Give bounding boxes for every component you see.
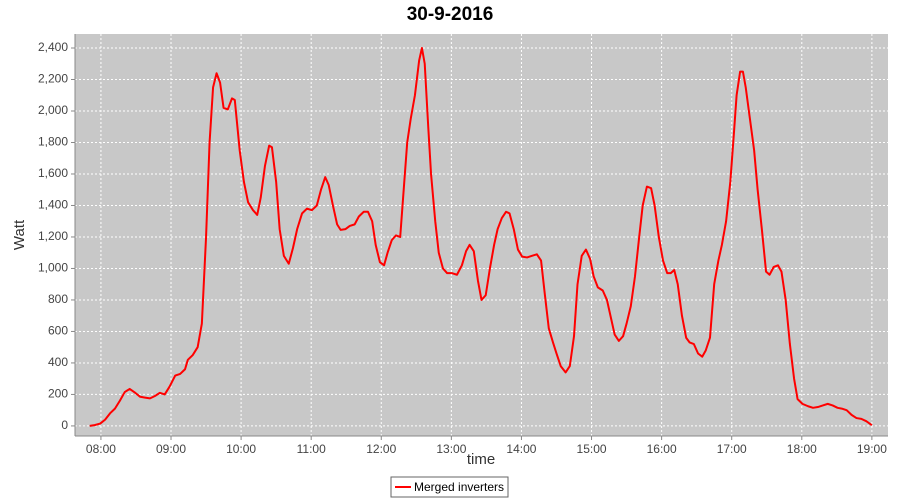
y-tick-label: 0 — [61, 418, 68, 432]
x-tick-label: 13:00 — [436, 442, 466, 456]
y-tick-label: 1,000 — [38, 261, 68, 275]
chart-title: 30-9-2016 — [407, 4, 494, 25]
y-tick-label: 200 — [48, 387, 68, 401]
x-tick-label: 15:00 — [577, 442, 607, 456]
x-tick-label: 08:00 — [86, 442, 116, 456]
y-tick-label: 1,400 — [38, 198, 68, 212]
y-tick-label: 2,200 — [38, 72, 68, 86]
legend-box — [390, 476, 509, 498]
y-tick-label: 400 — [48, 355, 68, 369]
y-axis-label: Watt — [11, 219, 28, 250]
y-tick-label: 800 — [48, 292, 68, 306]
plot-area — [75, 34, 888, 436]
x-tick-label: 11:00 — [297, 442, 326, 456]
y-tick-label: 1,600 — [38, 166, 68, 180]
x-tick-label: 16:00 — [647, 442, 677, 456]
y-tick-label: 1,800 — [38, 135, 68, 149]
x-tick-label: 19:00 — [857, 442, 887, 456]
data-line — [89, 47, 873, 427]
x-tick-label: 18:00 — [787, 442, 817, 456]
x-tick-label: 12:00 — [366, 442, 396, 456]
y-tick-label: 2,400 — [38, 40, 68, 54]
x-tick-label: 14:00 — [506, 442, 536, 456]
x-tick-label: 10:00 — [226, 442, 256, 456]
y-tick-label: 2,000 — [38, 103, 68, 117]
x-axis-label: time — [467, 451, 495, 468]
y-tick-label: 1,200 — [38, 229, 68, 243]
x-tick-label: 17:00 — [717, 442, 747, 456]
y-tick-label: 600 — [48, 324, 68, 338]
legend-label: Merged inverters — [414, 480, 504, 494]
x-tick-label: 09:00 — [156, 442, 186, 456]
